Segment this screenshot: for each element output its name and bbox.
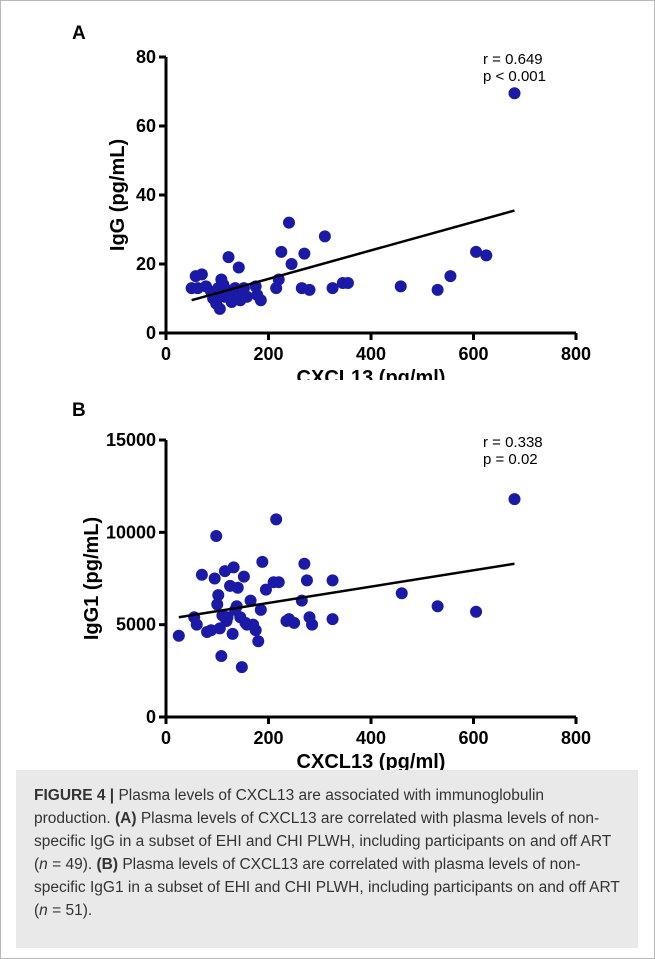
y-tick-label: 0: [146, 707, 156, 727]
data-point: [190, 618, 203, 631]
panel-label: B: [72, 400, 86, 421]
regression-line: [191, 209, 515, 302]
stat-annotation: r = 0.338: [483, 434, 543, 451]
caption-part-b-text: Plasma levels of CXCL13 are correlated w…: [34, 856, 620, 919]
data-point: [272, 576, 285, 589]
data-point: [480, 249, 493, 262]
data-point: [303, 283, 316, 296]
y-tick-label: 80: [136, 47, 156, 67]
data-point: [227, 561, 240, 574]
y-axis-title: IgG (pg/mL): [107, 139, 129, 251]
x-tick-label: 600: [458, 344, 488, 364]
caption-part-b-label: (B): [96, 856, 119, 873]
data-point: [254, 603, 267, 616]
y-tick-label: 15000: [106, 430, 156, 450]
caption-figure-label: FIGURE 4 |: [34, 787, 115, 804]
data-point: [232, 261, 245, 274]
data-point: [470, 605, 483, 618]
data-point: [212, 589, 225, 602]
panel-label: A: [72, 23, 86, 44]
data-point: [275, 245, 288, 258]
y-tick-label: 5000: [116, 615, 156, 635]
caption-part-a-n-value: = 49).: [47, 856, 97, 873]
data-point: [249, 624, 262, 637]
data-point: [270, 513, 283, 526]
y-tick-label: 20: [136, 254, 156, 274]
regression-line: [178, 562, 515, 619]
data-point: [237, 570, 250, 583]
data-point: [431, 600, 444, 613]
x-axis-title: CXCL13 (pg/ml): [297, 751, 446, 770]
data-point: [431, 283, 444, 296]
x-tick-label: 0: [161, 344, 171, 364]
data-point: [213, 302, 226, 315]
data-point: [508, 87, 521, 100]
stat-annotation: r = 0.649: [483, 51, 543, 68]
data-point: [222, 251, 235, 264]
data-point: [254, 294, 267, 307]
data-point: [395, 587, 408, 600]
data-point: [259, 583, 272, 596]
data-point: [326, 574, 339, 587]
data-point: [326, 613, 339, 626]
data-point: [444, 270, 457, 283]
data-point: [208, 572, 221, 585]
data-point: [283, 216, 295, 229]
data-point: [288, 616, 301, 629]
scatter-chart-b: B 0 5000 10000 15000 0 200 400 600 800 CXCL13 (pg/…: [72, 400, 591, 770]
caption-part-a-label: (A): [115, 810, 137, 827]
x-tick-label: 800: [561, 344, 591, 364]
figure-caption: FIGURE 4 | Plasma levels of CXCL13 are a…: [16, 770, 638, 948]
data-point: [394, 280, 407, 293]
data-point: [285, 258, 298, 270]
caption-part-a-n: n: [39, 856, 48, 873]
data-point: [300, 574, 313, 587]
y-tick-label: 0: [146, 323, 156, 343]
data-point: [306, 618, 319, 631]
data-point: [215, 650, 228, 663]
y-tick-label: 60: [136, 116, 156, 136]
x-tick-label: 800: [561, 728, 591, 748]
data-point: [508, 493, 521, 506]
x-tick-label: 200: [253, 728, 283, 748]
x-tick-label: 200: [253, 344, 283, 364]
x-tick-label: 400: [356, 728, 386, 748]
y-tick-label: 40: [136, 185, 156, 205]
x-tick-label: 0: [161, 728, 171, 748]
y-tick-label: 10000: [106, 522, 156, 542]
stat-annotation: p = 0.02: [483, 451, 538, 468]
data-point: [195, 268, 208, 281]
data-point: [221, 611, 234, 624]
data-point: [318, 230, 331, 243]
data-point: [235, 661, 248, 674]
data-point: [244, 594, 257, 607]
caption-intro: Plasma levels of CXCL13 are associated w…: [34, 787, 545, 827]
data-point: [326, 282, 339, 295]
y-axis-title: IgG1 (pg/mL): [81, 517, 103, 640]
data-point: [226, 627, 239, 640]
data-point: [172, 629, 185, 642]
data-point: [195, 568, 208, 581]
caption-part-b-n-value: = 51).: [47, 902, 93, 919]
data-point: [240, 290, 253, 303]
caption-part-b-n: n: [39, 902, 48, 919]
caption-part-a-text: Plasma levels of CXCL13 are correlated w…: [34, 810, 611, 873]
x-tick-label: 400: [356, 344, 386, 364]
data-point: [211, 598, 224, 611]
x-axis-title: CXCL13 (pg/ml): [297, 367, 446, 380]
data-point: [341, 276, 354, 289]
data-point: [470, 245, 483, 258]
data-point: [298, 247, 311, 260]
x-tick-label: 600: [458, 728, 488, 748]
data-point: [231, 581, 244, 594]
data-point: [210, 530, 223, 543]
data-point: [298, 557, 311, 570]
data-point: [256, 555, 269, 568]
stat-annotation: p < 0.001: [483, 68, 546, 85]
data-point: [252, 635, 265, 648]
